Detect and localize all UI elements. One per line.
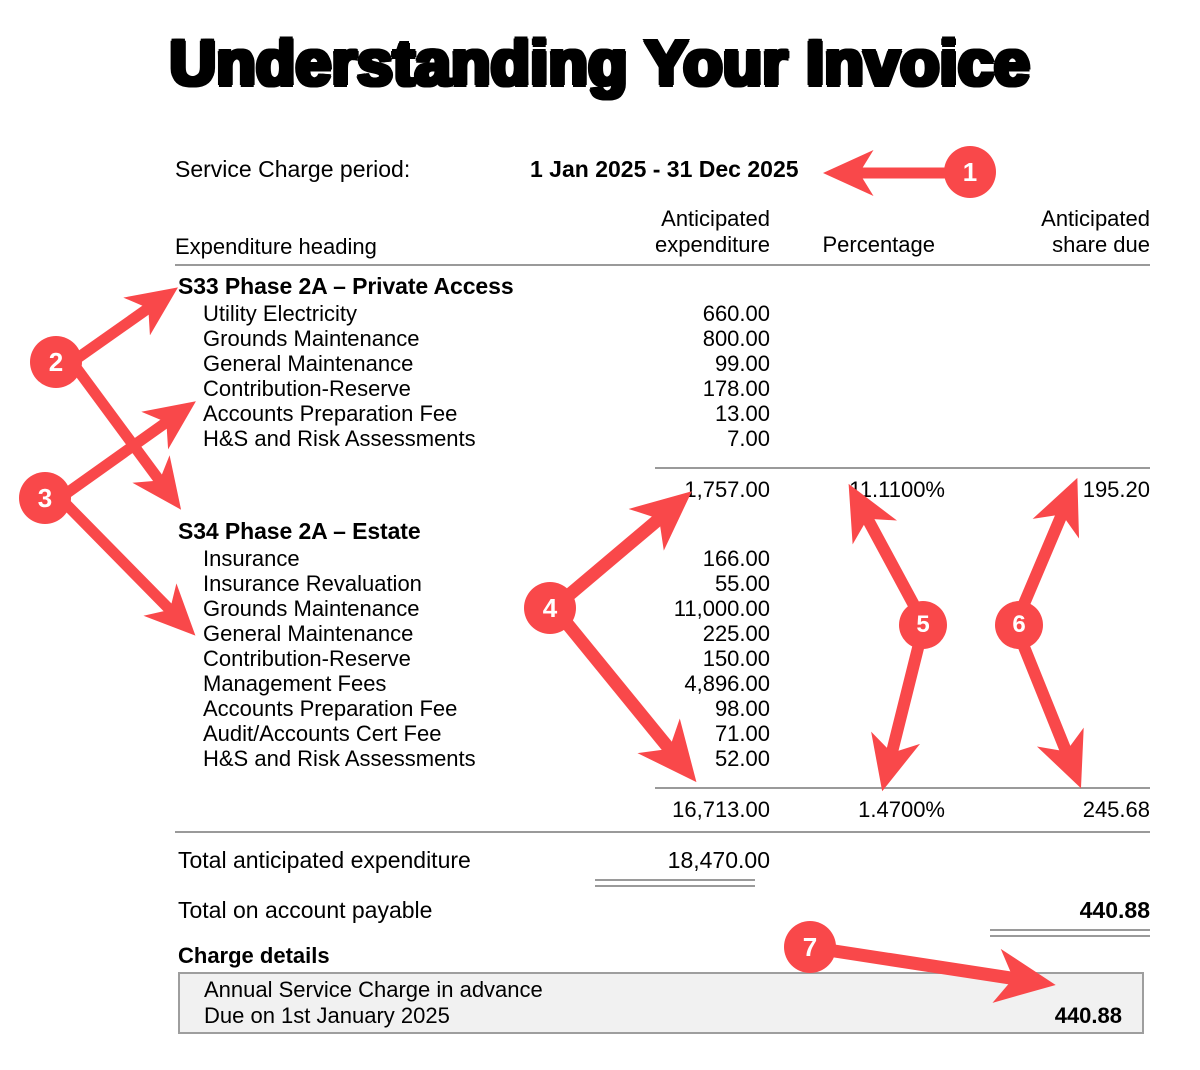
- table-row: Grounds Maintenance 11,000.00: [175, 596, 1150, 621]
- column-header-anticipated-share-due: Anticipated share due: [930, 206, 1150, 258]
- table-row: Management Fees 4,896.00: [175, 671, 1150, 696]
- row-expenditure: 7.00: [727, 426, 770, 451]
- page-title: Understanding Your Invoice: [168, 25, 1032, 101]
- section-subtotal-rule-s33: [655, 467, 1150, 469]
- table-row: General Maintenance 99.00: [175, 351, 1150, 376]
- row-expenditure: 99.00: [714, 351, 770, 376]
- row-label: H&S and Risk Assessments: [203, 746, 476, 771]
- row-label: Grounds Maintenance: [203, 596, 420, 621]
- row-label: Insurance Revaluation: [203, 571, 422, 596]
- table-row: H&S and Risk Assessments 52.00: [175, 746, 1150, 771]
- total-on-account-payable-value: 440.88: [1079, 897, 1150, 923]
- table-row: Grounds Maintenance 800.00: [175, 326, 1150, 351]
- row-label: Accounts Preparation Fee: [203, 696, 458, 721]
- total-expenditure-double-underline: [595, 879, 755, 887]
- section-subtotal-row-s34: 16,713.00 1.4700% 245.68: [175, 789, 1150, 831]
- subtotal-share-due: 245.68: [1082, 797, 1150, 822]
- column-header-expenditure-heading: Expenditure heading: [175, 234, 377, 259]
- row-label: Audit/Accounts Cert Fee: [203, 721, 442, 746]
- row-label: Insurance: [203, 546, 300, 571]
- table-row: General Maintenance 225.00: [175, 621, 1150, 646]
- table-row: Accounts Preparation Fee 98.00: [175, 696, 1150, 721]
- row-label: Contribution-Reserve: [203, 646, 411, 671]
- table-row: Audit/Accounts Cert Fee 71.00: [175, 721, 1150, 746]
- total-anticipated-expenditure-row: Total anticipated expenditure 18,470.00: [175, 843, 1150, 887]
- table-column-headers: Expenditure heading Anticipated expendit…: [175, 196, 1150, 264]
- service-charge-period-value: 1 Jan 2025 - 31 Dec 2025: [530, 156, 799, 182]
- subtotal-expenditure: 16,713.00: [672, 797, 770, 822]
- row-expenditure: 13.00: [714, 401, 770, 426]
- subtotal-percentage: 11.1100%: [849, 477, 945, 502]
- row-expenditure: 800.00: [702, 326, 770, 351]
- table-row: Insurance Revaluation 55.00: [175, 571, 1150, 596]
- arrow-3a: [56, 401, 196, 503]
- service-charge-period-row: Service Charge period: 1 Jan 2025 - 31 D…: [175, 150, 1150, 196]
- row-expenditure: 11,000.00: [673, 596, 770, 621]
- arrow-3b: [56, 494, 196, 636]
- row-label: Accounts Preparation Fee: [203, 401, 458, 426]
- column-header-anticipated-expenditure-line1: Anticipated: [661, 206, 770, 231]
- subtotal-percentage: 1.4700%: [858, 797, 945, 822]
- arrow-2b: [67, 358, 182, 510]
- row-label: Grounds Maintenance: [203, 326, 420, 351]
- column-header-anticipated-share-due-line1: Anticipated: [1041, 206, 1150, 231]
- column-header-anticipated-share-due-line2: share due: [1052, 232, 1150, 257]
- row-expenditure: 178.00: [702, 376, 770, 401]
- invoice-sheet: Service Charge period: 1 Jan 2025 - 31 D…: [175, 150, 1150, 1034]
- table-row: H&S and Risk Assessments 7.00: [175, 426, 1150, 451]
- total-payable-double-underline: [990, 929, 1150, 937]
- arrow-2a: [68, 287, 178, 367]
- row-expenditure: 52.00: [714, 746, 770, 771]
- row-expenditure: 71.00: [714, 721, 770, 746]
- table-row: Utility Electricity 660.00: [175, 301, 1150, 326]
- row-expenditure: 166.00: [702, 546, 770, 571]
- row-label: Management Fees: [203, 671, 387, 696]
- row-label: Utility Electricity: [203, 301, 358, 326]
- row-expenditure: 4,896.00: [684, 671, 770, 696]
- charge-details-line1: Annual Service Charge in advance: [204, 977, 543, 1002]
- row-expenditure: 225.00: [702, 621, 770, 646]
- table-row: Accounts Preparation Fee 13.00: [175, 401, 1150, 426]
- row-expenditure: 660.00: [702, 301, 770, 326]
- row-label: H&S and Risk Assessments: [203, 426, 476, 451]
- total-on-account-payable-label: Total on account payable: [178, 897, 433, 923]
- section-heading-s34: S34 Phase 2A – Estate: [178, 518, 421, 544]
- section-heading-s33: S33 Phase 2A – Private Access: [178, 273, 514, 299]
- column-header-anticipated-expenditure-line2: expenditure: [655, 232, 770, 257]
- service-charge-period-label: Service Charge period:: [175, 156, 411, 182]
- table-header-rule: [175, 264, 1150, 266]
- row-expenditure: 150.00: [702, 646, 770, 671]
- row-label: General Maintenance: [203, 351, 414, 376]
- charge-details-amount: 440.88: [1054, 1003, 1122, 1028]
- row-label: Contribution-Reserve: [203, 376, 411, 401]
- annotation-marker-3: 3: [19, 472, 71, 524]
- charge-details-line2: Due on 1st January 2025: [204, 1003, 450, 1028]
- column-header-anticipated-expenditure: Anticipated expenditure: [550, 206, 770, 258]
- row-expenditure: 55.00: [714, 571, 770, 596]
- charge-details-title: Charge details: [178, 943, 330, 968]
- totals-top-rule: [175, 831, 1150, 833]
- column-header-percentage: Percentage: [822, 232, 935, 257]
- total-anticipated-expenditure-value: 18,470.00: [667, 847, 770, 873]
- total-on-account-payable-row: Total on account payable 440.88: [175, 893, 1150, 937]
- annotation-marker-2: 2: [30, 336, 82, 388]
- table-row: Insurance 166.00: [175, 546, 1150, 571]
- row-label: General Maintenance: [203, 621, 414, 646]
- table-row: Contribution-Reserve 178.00: [175, 376, 1150, 401]
- subtotal-share-due: 195.20: [1082, 477, 1150, 502]
- row-expenditure: 98.00: [714, 696, 770, 721]
- subtotal-expenditure: 1,757.00: [684, 477, 770, 502]
- total-anticipated-expenditure-label: Total anticipated expenditure: [178, 847, 471, 873]
- charge-details-box: Annual Service Charge in advance Due on …: [178, 972, 1144, 1034]
- section-subtotal-row-s33: 1,757.00 11.1100% 195.20: [175, 469, 1150, 511]
- table-row: Contribution-Reserve 150.00: [175, 646, 1150, 671]
